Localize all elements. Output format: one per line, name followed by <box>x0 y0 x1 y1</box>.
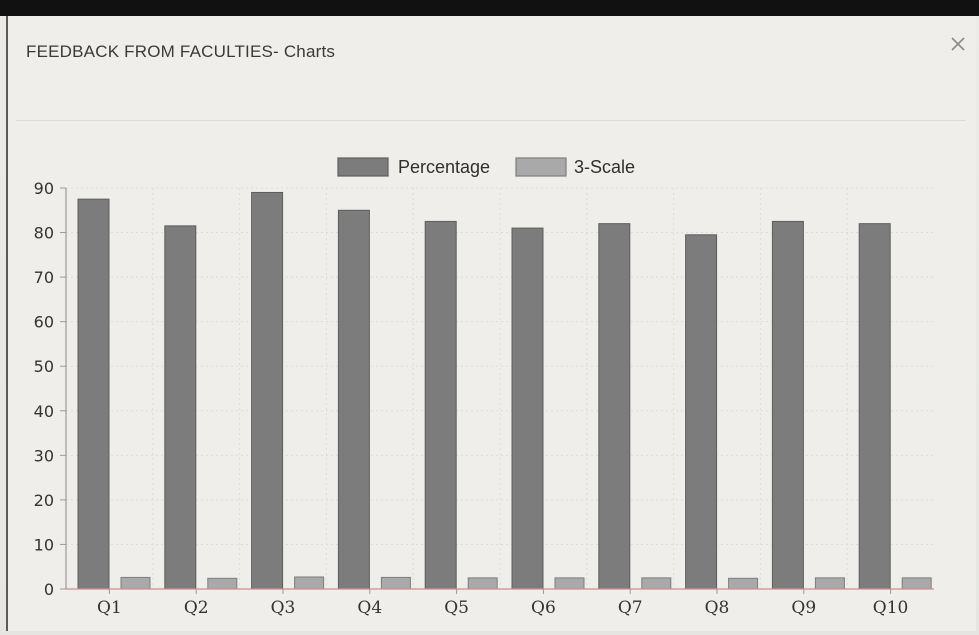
bar-percentage-q8 <box>685 234 718 590</box>
y-tick-label: 0 <box>44 580 54 599</box>
header-divider <box>16 120 966 121</box>
x-tick-label-q4: Q4 <box>357 598 382 618</box>
bar-percentage-q2 <box>164 225 197 590</box>
y-tick-label: 50 <box>34 357 54 376</box>
y-tick-label: 90 <box>34 179 54 198</box>
bar-3-scale-q2 <box>207 577 238 590</box>
top-bar <box>0 0 979 16</box>
x-tick-label-q10: Q10 <box>873 598 909 618</box>
close-icon[interactable] <box>946 32 970 56</box>
bar-3-scale-q5 <box>467 577 498 590</box>
x-tick-label-q8: Q8 <box>705 598 730 618</box>
y-tick-label: 20 <box>34 491 54 510</box>
bar-percentage-q1 <box>77 198 110 590</box>
legend-swatch-3-scale <box>515 157 567 177</box>
y-tick-label: 80 <box>34 224 54 243</box>
bar-3-scale-q9 <box>814 577 845 590</box>
x-tick-label-q2: Q2 <box>184 598 209 618</box>
bar-percentage-q3 <box>251 191 284 590</box>
legend-label-percentage: Percentage <box>398 157 490 177</box>
y-tick-label: 30 <box>34 446 54 465</box>
legend-swatch-percentage <box>337 157 389 177</box>
bar-percentage-q4 <box>337 209 370 590</box>
x-tick-label-q3: Q3 <box>271 598 296 618</box>
bar-3-scale-q6 <box>554 577 585 590</box>
y-tick-label: 70 <box>34 268 54 287</box>
bar-3-scale-q10 <box>901 577 932 590</box>
x-tick-label-q7: Q7 <box>618 598 643 618</box>
bar-3-scale-q1 <box>120 576 151 590</box>
bar-3-scale-q8 <box>728 577 759 590</box>
bar-percentage-q6 <box>511 227 544 590</box>
x-tick-label-q5: Q5 <box>444 598 469 618</box>
bar-percentage-q7 <box>598 223 631 590</box>
bar-3-scale-q3 <box>294 576 325 590</box>
bar-3-scale-q7 <box>641 577 672 590</box>
bar-3-scale-q4 <box>380 576 411 590</box>
x-tick-label-q6: Q6 <box>531 598 556 618</box>
modal-title: FEEDBACK FROM FACULTIES- Charts <box>26 42 336 61</box>
x-tick-label-q1: Q1 <box>97 598 122 618</box>
bar-percentage-q5 <box>424 220 457 590</box>
y-tick-label: 60 <box>34 313 54 332</box>
y-tick-label: 10 <box>34 535 54 554</box>
bar-percentage-q10 <box>858 223 891 590</box>
y-tick-label: 40 <box>34 402 54 421</box>
legend-label-3-scale: 3-Scale <box>574 157 635 177</box>
bar-percentage-q9 <box>771 220 804 590</box>
modal-header: FEEDBACK FROM FACULTIES- Charts <box>8 16 976 108</box>
x-tick-label-q9: Q9 <box>791 598 816 618</box>
